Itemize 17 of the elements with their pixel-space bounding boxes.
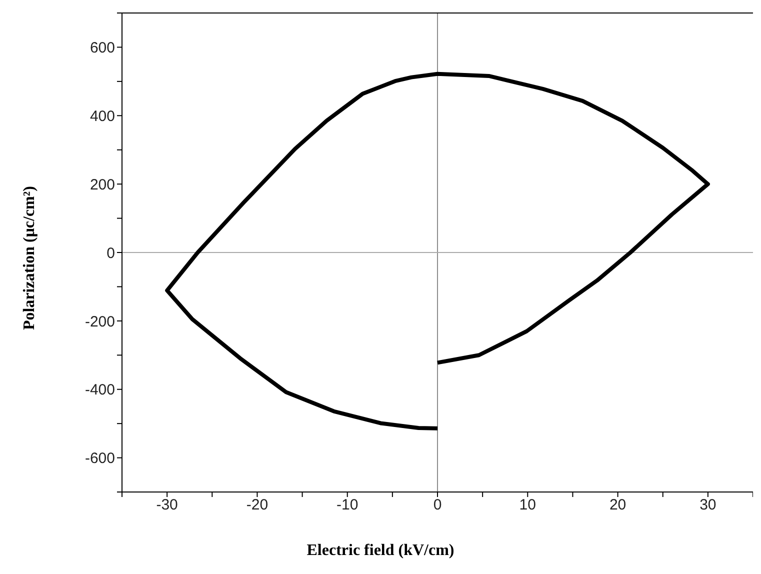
line-series xyxy=(165,72,710,430)
y-tick-label: 0 xyxy=(106,244,115,262)
y-tick-label: -200 xyxy=(84,313,115,330)
y-axis-title: Polarization (μc/cm²) xyxy=(21,186,39,330)
x-axis-title: Electric field (kV/cm) xyxy=(306,542,456,560)
x-tick-label: -10 xyxy=(336,496,358,514)
y-tick-label: -600 xyxy=(84,450,115,468)
x-tick-label: 20 xyxy=(609,496,626,514)
y-tick-label: 200 xyxy=(90,176,115,194)
x-tick-label: 0 xyxy=(433,496,442,514)
x-tick-label: 10 xyxy=(519,496,536,514)
y-tick-label: 600 xyxy=(90,40,115,57)
x-tick-label: -30 xyxy=(156,496,178,514)
x-tick-label: 30 xyxy=(700,496,716,514)
y-tick-label: 400 xyxy=(90,108,115,125)
y-tick-label: -400 xyxy=(84,382,115,399)
x-tick-label: -20 xyxy=(246,496,268,514)
